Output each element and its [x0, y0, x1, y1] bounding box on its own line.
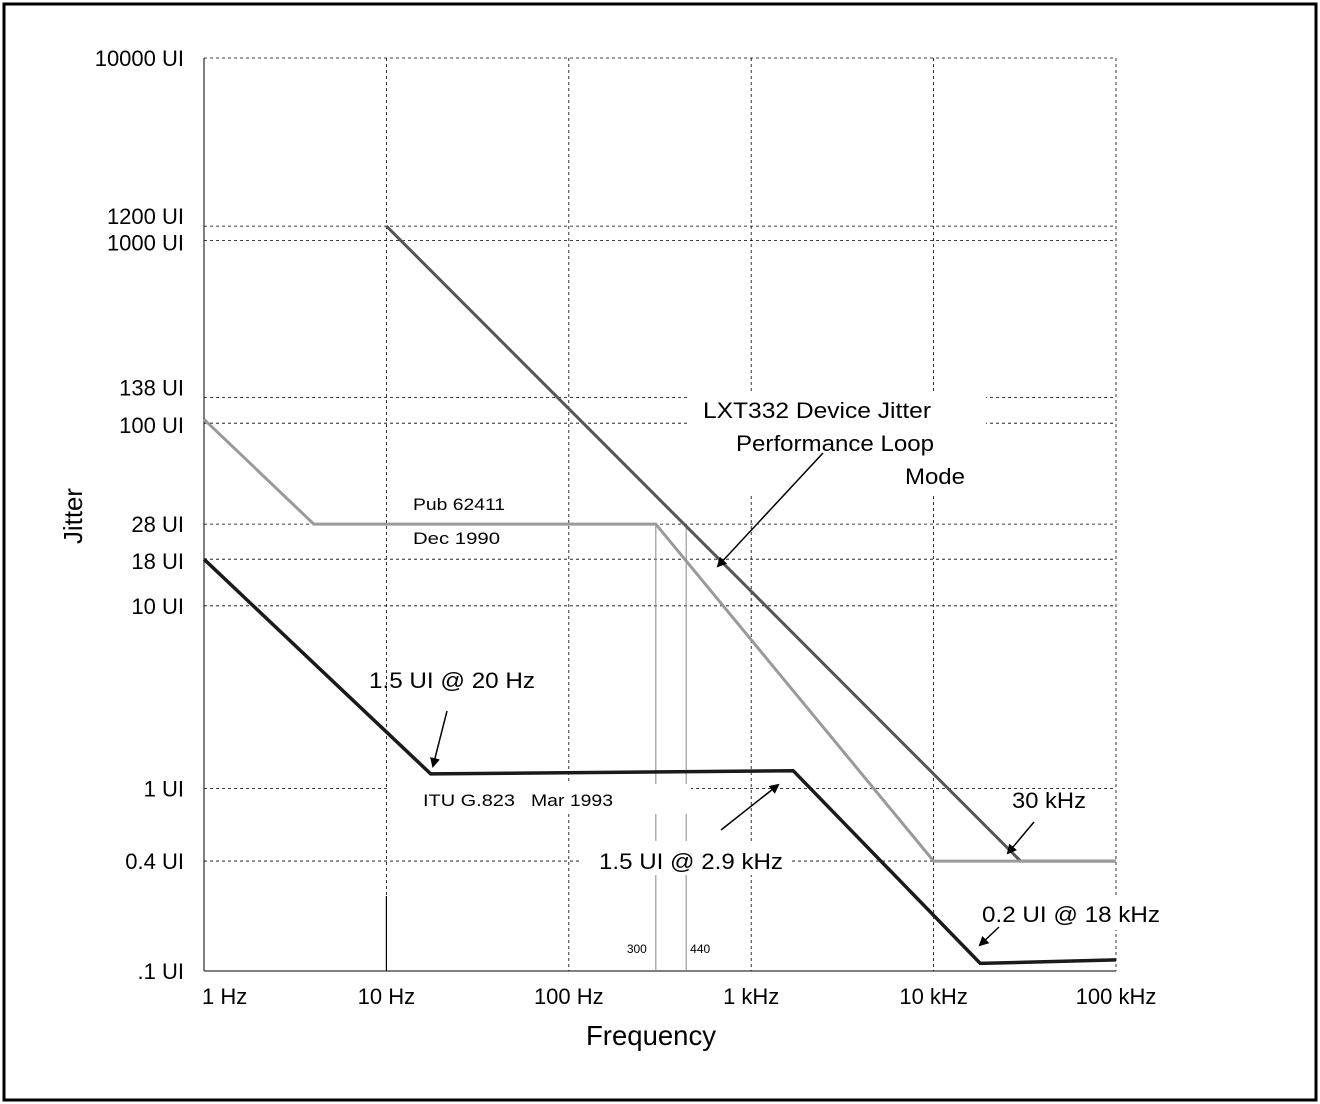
series-line-2 — [202, 418, 1116, 863]
y-tick-label-100-ui: 100 UI — [119, 413, 184, 438]
annotation-mar-1993: Mar 1993 — [531, 791, 613, 810]
arrow-1-5ui-20hz — [430, 710, 448, 768]
series-layer — [202, 225, 1117, 966]
y-tick-label-1-ui: 1 UI — [144, 776, 184, 801]
annotation-pub-62411: Pub 62411 — [413, 495, 505, 514]
annotation-dec-1990: Dec 1990 — [413, 529, 500, 548]
annotation-30khz: 30 kHz — [1012, 788, 1086, 813]
lxt332-arrow — [716, 452, 824, 568]
marker-label-440: 440 — [690, 942, 710, 956]
y-tick-label-138-ui: 138 UI — [119, 376, 184, 401]
marker-lines: 300 440 — [627, 524, 711, 971]
x-tick-label-1-khz: 1 kHz — [723, 984, 779, 1009]
x-axis-label: Frequency — [586, 1020, 716, 1051]
y-axis-label: Jitter — [58, 488, 88, 544]
y-tick-label-0-4-ui: 0.4 UI — [125, 849, 184, 874]
annotation-lxt332-line1: LXT332 Device Jitter — [703, 398, 931, 423]
arrow-30khz — [1006, 821, 1035, 855]
y-tick-label-28-ui: 28 UI — [131, 512, 184, 537]
y-tick-label-1200-ui: 1200 UI — [107, 204, 184, 229]
y-tick-label-10-ui: 10 UI — [131, 594, 184, 619]
arrow-0-2ui-18khz — [978, 926, 1000, 947]
annotation-itu-g823: ITU G.823 — [423, 791, 515, 810]
annotation-0-2ui-18khz: 0.2 UI @ 18 kHz — [982, 902, 1160, 927]
x-tick-label-1-hz: 1 Hz — [202, 984, 247, 1009]
annotation-lxt332-line2: Performance Loop — [736, 431, 934, 456]
y-tick-label-1000-ui: 1000 UI — [107, 231, 184, 256]
itu-label-bg — [387, 784, 691, 814]
y-tick-label-18-ui: 18 UI — [131, 549, 184, 574]
marker-label-300: 300 — [627, 942, 647, 956]
y-tick-label-10000-ui: 10000 UI — [95, 46, 184, 71]
lxt332-label-bg — [690, 393, 986, 493]
x-tick-label-10-hz: 10 Hz — [358, 984, 415, 1009]
x-tick-labels: 1 Hz 10 Hz 100 Hz 1 kHz 10 kHz 100 kHz — [202, 984, 1156, 1009]
annotation-1-5ui-2-9khz: 1.5 UI @ 2.9 kHz — [599, 849, 783, 874]
series-line-3 — [202, 557, 1117, 966]
arrow-1-5ui-2-9khz — [720, 783, 780, 831]
x-tick-label-100-hz: 100 Hz — [534, 984, 604, 1009]
annotation-lxt332-line3: Mode — [905, 464, 965, 489]
x-tick-label-10-khz: 10 kHz — [899, 984, 967, 1009]
y-tick-label-1-ui: .1 UI — [138, 959, 184, 984]
annotation-1-5ui-20hz: 1.5 UI @ 20 Hz — [369, 668, 535, 693]
label-18khz-bg — [978, 896, 1164, 930]
label-2-9khz-bg — [580, 841, 792, 875]
x-tick-label-100-khz: 100 kHz — [1076, 984, 1157, 1009]
